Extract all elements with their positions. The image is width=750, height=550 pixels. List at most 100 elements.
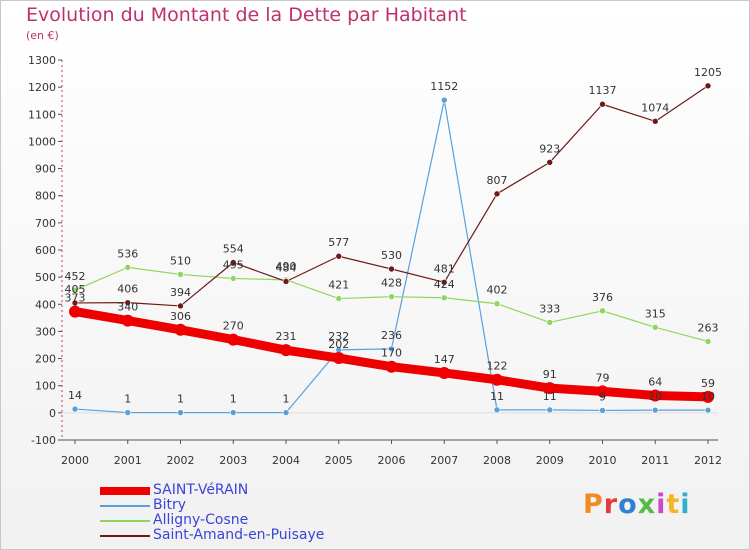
logo-letter: t	[666, 489, 681, 520]
logo-letter: i	[656, 489, 667, 520]
data-label: 405	[65, 283, 86, 296]
data-label: 510	[170, 254, 191, 267]
data-label: 10	[648, 390, 662, 403]
data-point	[177, 409, 184, 416]
data-point	[704, 338, 712, 345]
data-label: 11	[490, 390, 504, 403]
data-point	[124, 264, 132, 271]
y-tick-label: 1100	[28, 108, 56, 121]
x-tick-label: 2000	[61, 454, 89, 467]
y-tick-label: 300	[35, 325, 56, 338]
y-tick-label: 0	[49, 407, 56, 420]
data-point	[599, 307, 606, 315]
data-point	[599, 407, 606, 414]
legend-label: Bitry	[153, 497, 187, 513]
y-tick-label: 700	[35, 217, 56, 230]
y-tick-label: 200	[35, 353, 56, 366]
data-label: 452	[65, 270, 86, 283]
data-point	[227, 333, 240, 346]
data-label: 373	[65, 292, 86, 305]
x-tick-label: 2010	[589, 454, 617, 467]
y-tick-label: 400	[35, 298, 56, 311]
data-point	[385, 360, 398, 373]
x-tick-label: 2003	[219, 454, 247, 467]
x-tick-label: 2009	[536, 454, 564, 467]
data-point	[69, 305, 81, 318]
data-label: 9	[599, 390, 606, 403]
data-point	[546, 159, 554, 166]
data-point	[388, 345, 395, 353]
legend-label: SAINT-VéRAIN	[153, 482, 249, 498]
data-label: 1205	[694, 66, 722, 79]
data-point	[174, 323, 187, 336]
data-point	[438, 366, 451, 379]
data-label: 1	[124, 393, 131, 406]
axes: -100 0 100 200 300 400 500 600 700 800 900 1000 1100…	[28, 54, 722, 467]
data-point	[546, 319, 554, 326]
data-label: 1	[230, 393, 237, 406]
data-point	[546, 406, 554, 414]
legend-swatch	[100, 487, 150, 495]
data-label: 1152	[430, 80, 458, 93]
data-point	[280, 344, 292, 357]
data-point	[282, 278, 290, 285]
logo-letter: o	[618, 489, 638, 520]
data-label: 530	[381, 249, 402, 262]
x-tick-label: 2004	[272, 454, 300, 467]
data-point	[177, 302, 184, 310]
data-label: 170	[381, 347, 402, 360]
data-label: 202	[328, 338, 349, 351]
y-tick-label: -100	[31, 434, 56, 447]
data-label: 536	[117, 247, 138, 260]
logo-letter: r	[603, 489, 619, 520]
data-label: 554	[223, 242, 244, 255]
data-point	[440, 294, 448, 302]
data-point	[704, 406, 712, 414]
data-label: 1074	[641, 101, 669, 114]
x-tick-label: 2005	[325, 454, 353, 467]
series-layer	[69, 82, 714, 416]
data-point	[124, 299, 132, 306]
x-tick-label: 2008	[483, 454, 511, 467]
data-point	[388, 293, 395, 300]
data-label: 424	[434, 278, 455, 291]
data-point	[493, 190, 501, 198]
data-label: 91	[543, 368, 557, 381]
data-point	[335, 252, 343, 260]
logo-letter: x	[637, 489, 657, 520]
x-tick-label: 2002	[167, 454, 195, 467]
data-label: 394	[170, 286, 191, 299]
x-tick-label: 2007	[430, 454, 458, 467]
x-tick-label: 2011	[641, 454, 669, 467]
data-label: 1137	[589, 84, 617, 97]
data-label: 270	[223, 320, 244, 333]
data-point	[440, 96, 448, 104]
data-point	[651, 406, 659, 414]
data-label: 122	[487, 360, 508, 373]
data-label: 315	[645, 307, 666, 320]
data-label: 14	[68, 389, 82, 402]
logo-letter: i	[680, 489, 691, 520]
legend-swatch	[100, 520, 150, 522]
data-label: 1	[283, 393, 290, 406]
data-label: 421	[328, 279, 349, 292]
data-point	[229, 409, 237, 416]
y-tick-label: 800	[35, 190, 56, 203]
data-point	[335, 295, 343, 302]
data-label: 64	[648, 375, 662, 388]
chart-subtitle: (en €)	[26, 29, 59, 42]
y-tick-label: 900	[35, 163, 56, 176]
x-tick-label: 2001	[114, 454, 142, 467]
legend-label: Alligny-Cosne	[153, 512, 249, 528]
y-tick-label: 1300	[28, 54, 56, 67]
y-tick-label: 1000	[28, 135, 56, 148]
data-label: 1	[177, 393, 184, 406]
data-label: 340	[117, 301, 138, 314]
data-point	[440, 278, 448, 286]
data-point	[71, 286, 79, 294]
data-point	[649, 389, 662, 402]
data-label: 263	[698, 321, 719, 334]
